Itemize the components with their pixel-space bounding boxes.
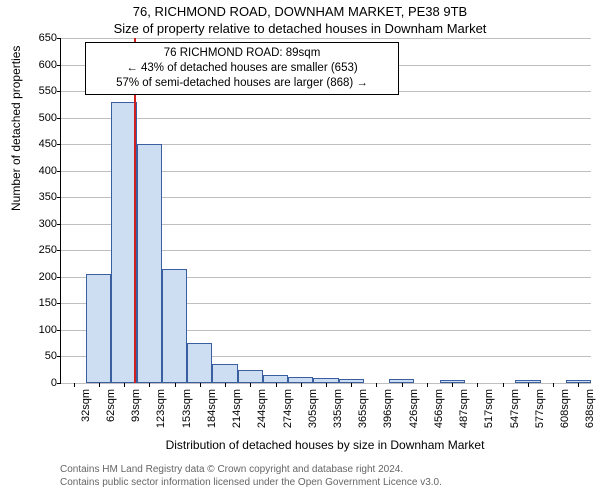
y-tick-label: 350 [39,191,57,203]
grid-line [61,38,591,39]
x-tick-label: 123sqm [155,389,167,439]
x-tick-label: 487sqm [458,389,470,439]
y-tick-mark [57,383,61,384]
x-tick-mark [175,383,176,387]
histogram-bar [263,375,288,383]
y-tick-mark [57,277,61,278]
histogram-bar [86,274,111,383]
x-tick-label: 274sqm [282,389,294,439]
y-tick-mark [57,171,61,172]
x-tick-label: 456sqm [433,389,445,439]
x-tick-mark [225,383,226,387]
histogram-bar [187,343,212,383]
info-line-3: 57% of semi-detached houses are larger (… [92,76,392,91]
histogram-bar [212,364,237,383]
x-tick-label: 305sqm [307,389,319,439]
histogram-bar [389,379,414,383]
x-tick-mark [301,383,302,387]
x-tick-label: 153sqm [181,389,193,439]
x-tick-mark [528,383,529,387]
y-tick-mark [57,144,61,145]
x-tick-mark [99,383,100,387]
x-tick-mark [276,383,277,387]
x-tick-label: 396sqm [382,389,394,439]
x-tick-label: 426sqm [408,389,420,439]
grid-line [61,118,591,119]
info-line-2: ← 43% of detached houses are smaller (65… [92,61,392,76]
y-tick-label: 200 [39,271,57,283]
y-tick-label: 100 [39,324,57,336]
x-tick-mark [351,383,352,387]
x-tick-mark [149,383,150,387]
x-tick-mark [376,383,377,387]
x-tick-mark [578,383,579,387]
histogram-bar [162,269,187,383]
y-tick-mark [57,303,61,304]
x-tick-label: 335sqm [332,389,344,439]
x-tick-label: 184sqm [206,389,218,439]
x-tick-mark [124,383,125,387]
x-tick-label: 62sqm [105,389,117,439]
y-tick-mark [57,91,61,92]
histogram-bar [313,378,338,383]
x-tick-label: 32sqm [80,389,92,439]
y-tick-mark [57,250,61,251]
histogram-bar [515,380,540,383]
y-tick-mark [57,118,61,119]
x-tick-mark [477,383,478,387]
y-tick-label: 50 [45,350,57,362]
y-tick-label: 600 [39,59,57,71]
y-tick-mark [57,224,61,225]
chart-title-line2: Size of property relative to detached ho… [0,21,600,36]
chart-container: 76, RICHMOND ROAD, DOWNHAM MARKET, PE38 … [0,0,600,500]
histogram-bar [288,377,313,383]
footer-text: Contains HM Land Registry data © Crown c… [60,463,442,489]
histogram-bar [238,370,263,383]
x-tick-mark [427,383,428,387]
x-tick-label: 365sqm [357,389,369,439]
x-tick-label: 93sqm [130,389,142,439]
histogram-bar [566,380,591,383]
y-tick-label: 250 [39,244,57,256]
y-tick-label: 650 [39,32,57,44]
x-tick-mark [200,383,201,387]
x-tick-mark [74,383,75,387]
y-tick-label: 0 [51,377,57,389]
y-tick-mark [57,65,61,66]
x-tick-mark [326,383,327,387]
histogram-bar [137,144,162,383]
x-tick-mark [250,383,251,387]
y-tick-mark [57,356,61,357]
histogram-bar [339,379,364,383]
x-tick-label: 608sqm [559,389,571,439]
y-tick-label: 450 [39,138,57,150]
x-tick-label: 638sqm [584,389,596,439]
y-tick-label: 150 [39,297,57,309]
x-axis-label: Distribution of detached houses by size … [60,438,590,452]
x-tick-mark [452,383,453,387]
x-tick-label: 577sqm [534,389,546,439]
x-tick-label: 244sqm [256,389,268,439]
x-tick-label: 214sqm [231,389,243,439]
y-tick-label: 500 [39,112,57,124]
x-tick-label: 547sqm [509,389,521,439]
y-tick-mark [57,330,61,331]
y-tick-mark [57,38,61,39]
y-tick-label: 400 [39,165,57,177]
footer-line-2: Contains public sector information licen… [60,476,442,489]
x-tick-mark [553,383,554,387]
info-line-1: 76 RICHMOND ROAD: 89sqm [92,46,392,61]
x-tick-label: 517sqm [483,389,495,439]
y-tick-label: 550 [39,85,57,97]
info-box: 76 RICHMOND ROAD: 89sqm ← 43% of detache… [85,42,399,95]
y-tick-label: 300 [39,218,57,230]
histogram-bar [440,380,465,383]
chart-title-line1: 76, RICHMOND ROAD, DOWNHAM MARKET, PE38 … [0,4,600,19]
x-tick-mark [402,383,403,387]
footer-line-1: Contains HM Land Registry data © Crown c… [60,463,442,476]
y-tick-mark [57,197,61,198]
x-tick-mark [503,383,504,387]
